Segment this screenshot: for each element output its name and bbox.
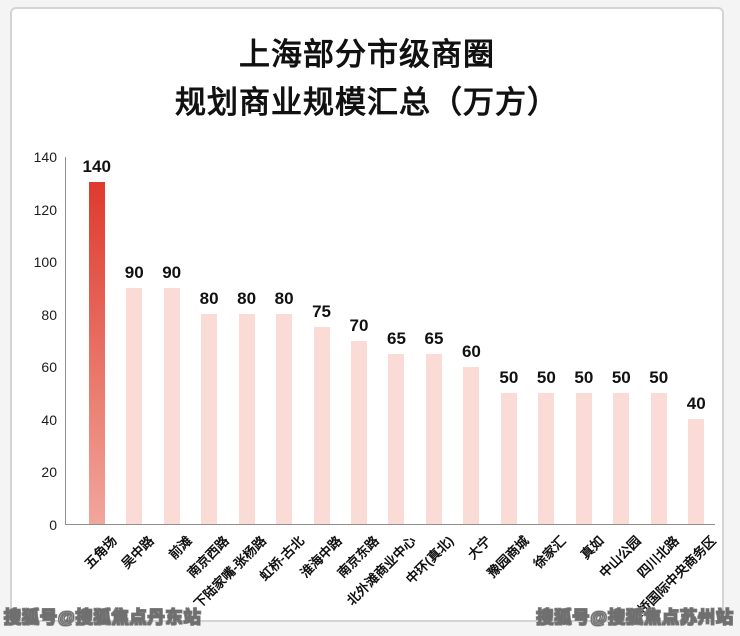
- chart-title-line2: 规划商业规模汇总（万方）: [175, 85, 559, 121]
- bar-column: 75 淮海中路: [297, 157, 344, 580]
- bar: [313, 327, 330, 524]
- bar-column: 50 真如: [565, 157, 606, 562]
- bar-column: 65 北外滩商业中心: [344, 157, 419, 608]
- y-axis: 0 20 40 60 80 100 120 140: [12, 149, 65, 533]
- bar: [388, 353, 405, 524]
- bar-value-label: 75: [312, 302, 331, 322]
- bar-value-label: 50: [574, 367, 594, 387]
- x-axis-label: 吴中路: [118, 533, 157, 572]
- bar-column: 70 南京东路: [334, 157, 381, 581]
- watermark-right: 搜狐号@搜狐焦点苏州站: [536, 608, 734, 628]
- bar: [463, 366, 480, 524]
- x-axis-label: 五角场: [81, 533, 120, 572]
- chart-card: 上海部分市级商圈规划商业规模汇总（万方） 0 20 40 60 80 100 120 140 …: [10, 7, 724, 626]
- y-tick-label: 60: [41, 359, 57, 376]
- y-tick-label: 140: [33, 149, 57, 165]
- bar-value-label: 90: [162, 263, 182, 283]
- bar: [500, 392, 517, 524]
- bar-value-label: 50: [611, 367, 631, 387]
- bar: [538, 392, 555, 524]
- bar: [688, 419, 705, 524]
- bar-column: 90 吴中路: [115, 157, 157, 571]
- bar-column: 80 下陆家嘴-张杨路: [191, 157, 269, 611]
- bar: [88, 182, 105, 524]
- bar-column: 65 中环(真北): [403, 157, 457, 587]
- bar: [163, 288, 180, 524]
- bar: [575, 392, 592, 524]
- y-tick-label: 0: [49, 517, 57, 533]
- bar-column: 80 南京西路: [184, 157, 231, 580]
- y-tick-label: 80: [41, 306, 57, 323]
- chart-title: 上海部分市级商圈规划商业规模汇总（万方）: [12, 31, 722, 127]
- bar-column: 50 四川北路: [634, 157, 681, 581]
- bar: [613, 392, 630, 524]
- bar: [351, 340, 368, 524]
- chart-title-line1: 上海部分市级商圈: [239, 37, 495, 72]
- bar-value-label: 65: [387, 328, 406, 348]
- bar-value-label: 80: [274, 289, 294, 309]
- bar: [238, 314, 255, 524]
- bar: [276, 314, 293, 524]
- bar-value-label: 40: [686, 394, 706, 414]
- bar-value-label: 80: [237, 289, 257, 309]
- bar-value-label: 70: [349, 315, 369, 335]
- bar: [650, 392, 667, 524]
- y-tick-label: 120: [33, 201, 57, 218]
- bar-value-label: 140: [82, 157, 111, 176]
- bar-column: 140 五角场: [78, 157, 119, 571]
- bar-value-label: 80: [199, 289, 219, 309]
- bar: [201, 314, 218, 524]
- watermark-left: 搜狐号@搜狐焦点丹东站: [4, 608, 202, 628]
- bar: [425, 353, 442, 524]
- bar-value-label: 90: [124, 263, 144, 283]
- bar-value-label: 50: [649, 367, 669, 387]
- bar-value-label: 50: [536, 367, 556, 387]
- bar-value-label: 50: [499, 367, 519, 387]
- x-axis-label: 徐家汇: [530, 533, 570, 572]
- bar-column: 50 豫园商城: [484, 157, 531, 581]
- bar-column: 40 虹桥国际中央商务区: [626, 157, 719, 626]
- y-tick-label: 40: [41, 411, 57, 428]
- bar-column: 80 虹桥-古北: [256, 157, 306, 583]
- bar-value-label: 60: [461, 341, 481, 361]
- plot-area: 140 五角场 90 吴中路 90 前滩 80 南京西路 80 下陆家嘴-张杨路 80 虹桥-古北 75…: [65, 157, 719, 626]
- bar-column: 60 大宁: [453, 157, 494, 562]
- bar-value-label: 65: [424, 328, 444, 348]
- x-axis-label: 豫园商城: [484, 533, 532, 581]
- bar-column: 90 前滩: [153, 157, 194, 562]
- y-tick-label: 100: [33, 254, 57, 271]
- bar: [126, 288, 143, 524]
- bar-column: 50 徐家汇: [528, 157, 569, 571]
- y-tick-label: 20: [41, 464, 57, 481]
- bar-column: 50 中山公园: [597, 157, 644, 581]
